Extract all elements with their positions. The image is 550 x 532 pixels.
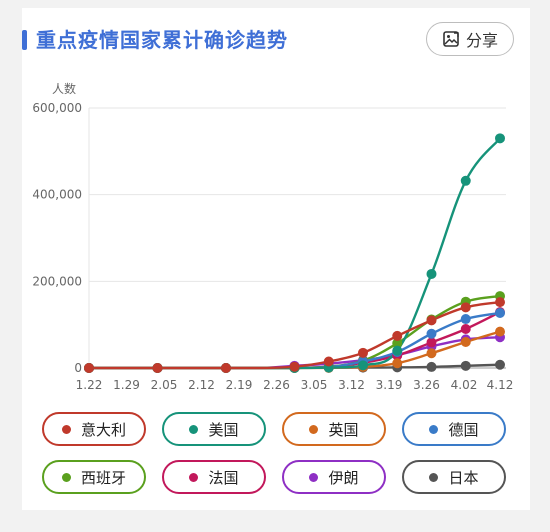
- legend-dot: [61, 472, 71, 482]
- legend-item[interactable]: 德国: [402, 412, 506, 446]
- legend-item[interactable]: 美国: [162, 412, 266, 446]
- x-tick-label: 2.12: [188, 378, 215, 392]
- legend-item[interactable]: 伊朗: [282, 460, 386, 494]
- legend-label: 日本: [448, 468, 479, 487]
- data-point: [358, 360, 368, 371]
- legend-label: 美国: [208, 420, 239, 439]
- legend-dot: [429, 472, 439, 482]
- x-tick-label: 3.12: [338, 378, 365, 392]
- data-point: [84, 363, 94, 373]
- legend-item[interactable]: 日本: [402, 460, 506, 494]
- data-point: [460, 360, 471, 371]
- data-point: [460, 324, 471, 334]
- legend-label: 德国: [448, 420, 479, 439]
- chart-title: 重点疫情国家累计确诊趋势: [36, 28, 288, 52]
- data-point: [460, 302, 471, 313]
- data-point: [495, 307, 505, 318]
- share-button[interactable]: 分享: [426, 22, 514, 56]
- data-point: [426, 268, 437, 279]
- data-point: [426, 348, 437, 359]
- legend-item[interactable]: 英国: [282, 412, 386, 446]
- x-tick-label: 1.29: [113, 378, 140, 392]
- data-point: [460, 175, 471, 186]
- chart-legend: 意大利 美国 英国 德国西班牙 法国 伊朗 日本: [42, 412, 508, 502]
- data-point: [392, 330, 403, 341]
- x-tick-label: 2.19: [226, 378, 253, 392]
- data-point: [495, 133, 505, 144]
- x-axis-ticks: 1.22 1.29 2.05 2.12 2.19 2.26 3.05 3.12 3.19 3.26…: [76, 378, 514, 392]
- legend-dot: [309, 424, 319, 434]
- legend-item[interactable]: 意大利: [42, 412, 146, 446]
- x-tick-label: 2.26: [263, 378, 290, 392]
- legend-dot: [429, 424, 439, 434]
- data-point: [392, 358, 403, 369]
- image-share-icon: [443, 31, 459, 47]
- legend-dot: [61, 424, 71, 434]
- x-tick-label: 4.12: [487, 378, 514, 392]
- y-tick-label: 0: [74, 361, 82, 375]
- data-point: [221, 363, 231, 373]
- series-line: [89, 300, 501, 370]
- title-accent-bar: [22, 30, 27, 50]
- legend-label: 伊朗: [328, 468, 359, 487]
- series-line: [89, 137, 501, 370]
- y-tick-label: 600,000: [32, 101, 82, 115]
- data-point: [392, 338, 403, 349]
- legend-dot: [189, 424, 199, 434]
- data-point: [426, 337, 437, 348]
- data-point: [495, 326, 505, 337]
- legend-dot: [309, 472, 319, 482]
- data-point: [289, 361, 300, 372]
- data-point: [426, 315, 437, 326]
- data-point: [495, 297, 505, 308]
- y-tick-label: 400,000: [32, 188, 82, 202]
- data-point: [358, 347, 368, 358]
- x-tick-label: 3.05: [301, 378, 328, 392]
- y-tick-label: 200,000: [32, 274, 82, 288]
- share-label: 分享: [465, 31, 498, 50]
- data-point: [460, 337, 471, 347]
- x-tick-label: 4.02: [451, 378, 478, 392]
- data-point: [323, 356, 334, 367]
- legend-item[interactable]: 法国: [162, 460, 266, 494]
- y-axis-ticks: 0 200,000 400,000 600,000: [32, 101, 82, 375]
- x-tick-label: 3.26: [413, 378, 440, 392]
- line-chart: 人数 0 200,000 400,000 600,000 1.22 1.29 2.05 2.…: [32, 81, 514, 392]
- legend-dot: [189, 472, 199, 482]
- data-point: [460, 314, 471, 325]
- data-point: [392, 345, 403, 356]
- data-point: [152, 363, 163, 373]
- series-line: [89, 294, 501, 370]
- legend-label: 意大利: [80, 420, 126, 439]
- legend-label: 法国: [208, 468, 239, 487]
- legend-item[interactable]: 西班牙: [42, 460, 146, 494]
- data-point: [426, 328, 437, 339]
- series-line: [89, 311, 501, 370]
- x-tick-label: 1.22: [76, 378, 103, 392]
- legend-label: 英国: [328, 420, 359, 439]
- x-tick-label: 3.19: [376, 378, 403, 392]
- chart-series: [84, 133, 505, 373]
- legend-label: 西班牙: [80, 468, 126, 487]
- data-point: [426, 361, 437, 372]
- data-point: [495, 359, 505, 370]
- x-tick-label: 2.05: [151, 378, 178, 392]
- y-axis-unit: 人数: [52, 81, 76, 96]
